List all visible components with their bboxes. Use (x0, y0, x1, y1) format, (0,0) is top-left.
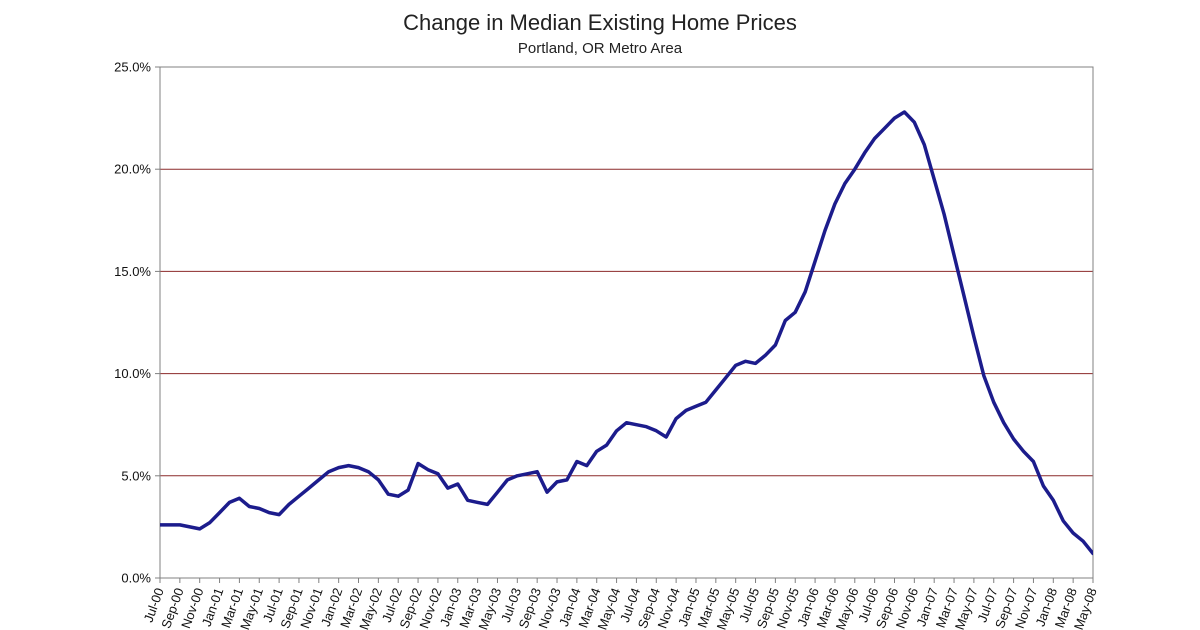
chart-subtitle: Portland, OR Metro Area (517, 40, 683, 57)
y-tick-label: 15.0% (114, 264, 151, 279)
y-tick-label: 25.0% (114, 60, 151, 75)
y-tick-label: 10.0% (114, 366, 151, 381)
x-axis-ticks: Jul-00Sep-00Nov-00Jan-01Mar-01May-01Jul-… (141, 578, 1100, 630)
y-tick-label: 5.0% (121, 468, 151, 483)
series-line (160, 110, 1093, 556)
y-tick-label: 0.0% (121, 571, 151, 586)
chart-title: Change in Median Existing Home Prices (403, 10, 797, 35)
gridlines (160, 168, 1093, 477)
y-tick-label: 20.0% (114, 162, 151, 177)
plot-area-frame (159, 66, 1094, 579)
y-axis-ticks: 0.0% 5.0% 10.0% 15.0% 20.0% 25.0% (114, 60, 160, 586)
